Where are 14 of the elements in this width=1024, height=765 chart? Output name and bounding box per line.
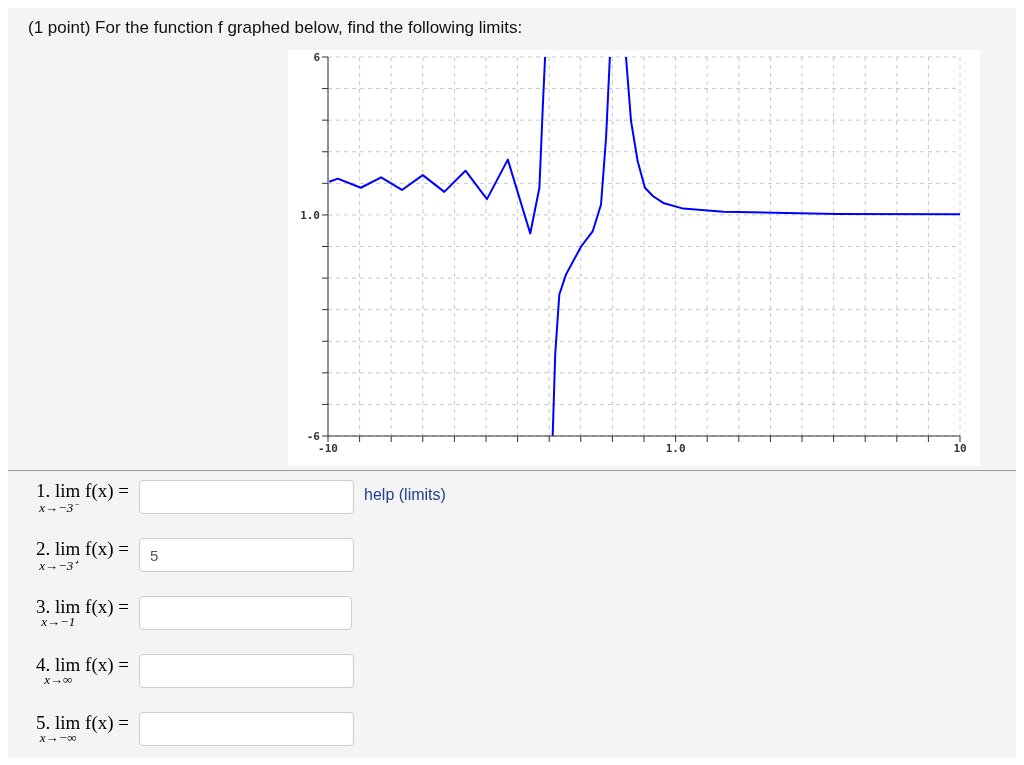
x-tick-label: -10	[318, 441, 338, 455]
y-tick-label: 6	[313, 50, 321, 64]
text-field: 5	[139, 538, 355, 572]
text: 1. limx→−3⁻ f(x) =	[36, 480, 130, 516]
text: 4. limx→∞ f(x) =	[36, 654, 130, 688]
text: 3. limx→−1 f(x) =	[36, 596, 130, 630]
y-tick-label: -6	[306, 429, 321, 443]
text: 2. limx→−3⁺ f(x) =	[36, 538, 130, 574]
x-tick-label: 1.0	[665, 441, 686, 455]
text: 5. limx→−∞ f(x) =	[36, 712, 130, 746]
y-tick-label: 1.0	[300, 208, 320, 222]
chart-title: (1 point) For the function f graphed below, find the following limits:	[28, 18, 523, 38]
x-tick-label: 10	[953, 441, 967, 455]
text: help (limits)	[364, 486, 446, 504]
